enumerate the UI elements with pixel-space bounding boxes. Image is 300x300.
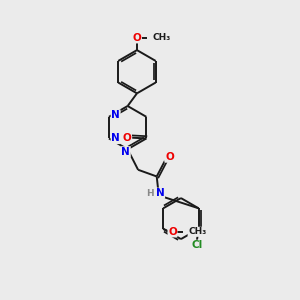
Text: N: N	[156, 188, 164, 198]
Text: N: N	[111, 134, 120, 143]
Text: CH₃: CH₃	[188, 227, 206, 236]
Text: H: H	[147, 189, 154, 198]
Text: O: O	[133, 33, 141, 43]
Text: N: N	[122, 147, 130, 157]
Text: CH₃: CH₃	[153, 33, 171, 42]
Text: O: O	[168, 227, 177, 237]
Text: Cl: Cl	[191, 240, 202, 250]
Text: O: O	[165, 152, 174, 162]
Text: O: O	[123, 133, 131, 143]
Text: N: N	[111, 110, 120, 120]
